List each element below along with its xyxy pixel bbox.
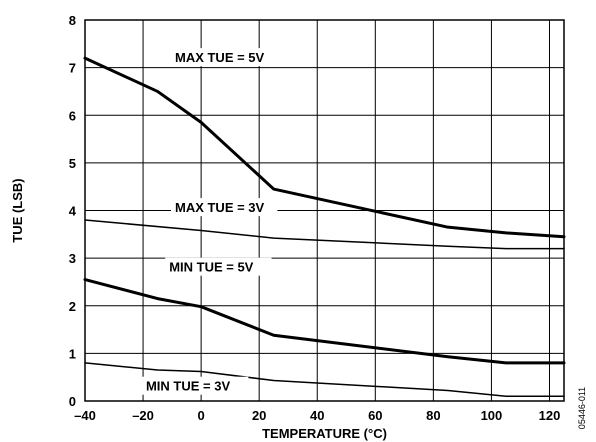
x-tick-label: 120 (539, 408, 561, 423)
series-line-2 (84, 219, 565, 250)
x-tick-label: 40 (310, 408, 324, 423)
x-tick-label: –20 (132, 408, 154, 423)
y-tick-label: 1 (69, 346, 76, 361)
x-tick-label: 60 (368, 408, 382, 423)
annotation-label: MAX TUE = 3V (175, 200, 265, 215)
x-axis-title: TEMPERATURE (°C) (262, 426, 387, 441)
tick-labels: –40 –20 0 20 40 60 80 100 120 0 1 2 3 4 5 6 7 8 (69, 13, 561, 423)
annotation-bg (141, 376, 249, 395)
y-tick-label: 4 (69, 204, 77, 219)
y-tick-label: 6 (69, 108, 76, 123)
annotation-label: MIN TUE = 3V (146, 379, 230, 394)
x-tick-label: –40 (74, 408, 96, 423)
figure-id: 05446-011 (577, 387, 587, 429)
series-line-4 (84, 362, 565, 397)
series-line-3 (83, 278, 566, 365)
y-tick-label: 5 (69, 156, 76, 171)
annotation-label: MAX TUE = 5V (175, 50, 265, 65)
x-tick-label: 80 (426, 408, 440, 423)
annotation-label: MIN TUE = 5V (169, 260, 253, 275)
annotation-bg (170, 198, 278, 217)
y-tick-label: 0 (69, 394, 76, 409)
y-tick-label: 3 (69, 251, 76, 266)
y-tick-label: 7 (69, 61, 76, 76)
annotation-bg (170, 48, 278, 67)
x-tick-label: 100 (481, 408, 503, 423)
grid (84, 19, 564, 402)
series-line-1 (83, 56, 566, 239)
series-lines (83, 56, 566, 397)
y-tick-label: 2 (69, 299, 76, 314)
y-axis-title: TUE (LSB) (10, 178, 25, 242)
x-tick-label: 0 (198, 408, 205, 423)
x-tick-label: 20 (252, 408, 266, 423)
annotations: MAX TUE = 5V MAX TUE = 3V MIN TUE = 5V MIN … (141, 48, 278, 395)
annotation-bg (165, 257, 272, 276)
plot-frame (84, 19, 565, 402)
y-tick-label: 8 (69, 13, 76, 28)
